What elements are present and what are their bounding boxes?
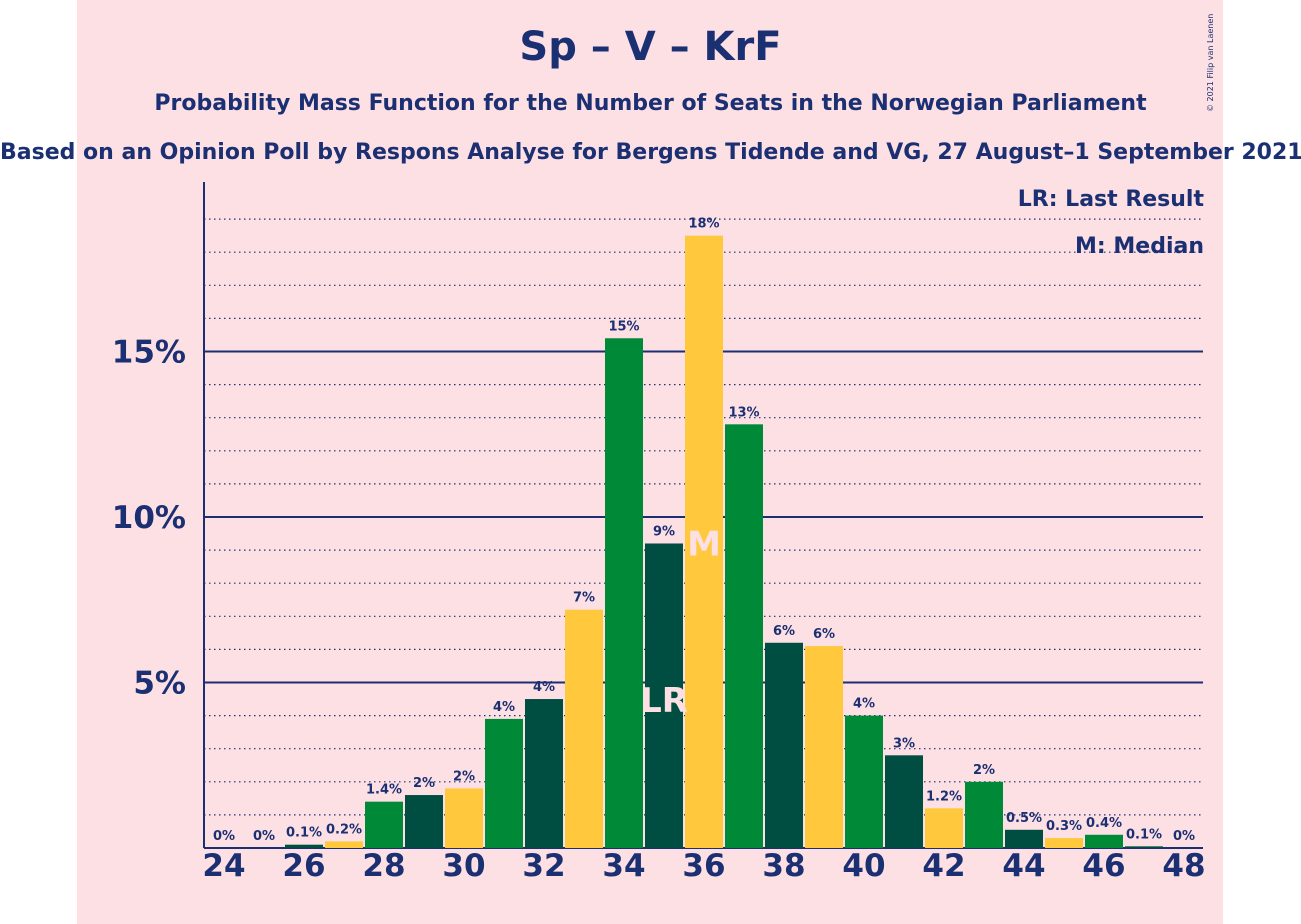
x-tick-label: 44	[1002, 848, 1045, 884]
x-tick-label: 46	[1082, 848, 1125, 884]
legend-median: M: Median	[1075, 234, 1204, 259]
chart-title: Sp – V – KrF	[519, 24, 782, 70]
bar-seats-29	[405, 795, 443, 848]
bar-seats-35	[645, 543, 683, 848]
bar-data-label: 0%	[213, 829, 235, 844]
y-tick-label: 10%	[112, 500, 186, 536]
bar-seats-43	[965, 781, 1003, 848]
bar-seats-39	[805, 646, 843, 848]
legend-last-result: LR: Last Result	[1017, 187, 1204, 212]
bar-data-label: 0%	[253, 829, 275, 844]
bar-data-label: 0.1%	[1126, 827, 1162, 842]
x-tick-label: 48	[1162, 848, 1205, 884]
bar-data-label: 6%	[813, 627, 835, 642]
bar-seats-47	[1125, 846, 1163, 848]
bar-data-label: 2%	[453, 769, 475, 784]
bar-seats-41	[885, 755, 923, 848]
bar-seats-45	[1045, 838, 1083, 848]
x-tick-label: 36	[682, 848, 725, 884]
bar-data-label: 0.3%	[1046, 819, 1082, 834]
bar-data-label: 4%	[853, 697, 875, 712]
bar-seats-32	[525, 699, 563, 848]
x-tick-label: 28	[362, 848, 405, 884]
bar-data-label: 9%	[653, 524, 675, 539]
bar-seats-33	[565, 609, 603, 848]
x-tick-label: 38	[762, 848, 805, 884]
bar-data-label: 0.1%	[286, 826, 322, 841]
bar-seats-37	[725, 424, 763, 848]
bar-seats-31	[485, 718, 523, 848]
chart-subtitle: Probability Mass Function for the Number…	[154, 91, 1147, 116]
bar-seats-46	[1085, 834, 1123, 848]
bar-seats-26	[285, 844, 323, 848]
bar-data-label: 0.5%	[1006, 811, 1042, 826]
bar-seats-44	[1005, 829, 1043, 848]
bar-data-label: 6%	[773, 624, 795, 639]
bar-seats-38	[765, 642, 803, 848]
bar-data-label: 13%	[728, 405, 759, 420]
x-tick-label: 30	[442, 848, 485, 884]
x-tick-label: 42	[922, 848, 965, 884]
bar-seats-40	[845, 715, 883, 848]
bar-data-label: 3%	[893, 736, 915, 751]
bar-seats-34	[605, 338, 643, 848]
x-tick-label: 24	[202, 848, 245, 884]
median-marker: M	[687, 525, 721, 565]
chart-caption: Based on an Opinion Poll by Respons Anal…	[0, 140, 1301, 165]
bar-seats-42	[925, 808, 963, 848]
bar-data-label: 1.4%	[366, 783, 402, 798]
bar-data-label: 7%	[573, 591, 595, 606]
x-tick-label: 40	[842, 848, 885, 884]
bar-data-label: 15%	[608, 319, 639, 334]
last-result-marker: LR	[640, 681, 688, 721]
bar-data-label: 1.2%	[926, 789, 962, 804]
bar-data-label: 0.4%	[1086, 816, 1122, 831]
bar-seats-28	[365, 801, 403, 848]
bar-data-label: 4%	[533, 680, 555, 695]
x-tick-label: 32	[522, 848, 565, 884]
bar-data-label: 4%	[493, 700, 515, 715]
bar-data-label: 0.2%	[326, 822, 362, 837]
y-tick-label: 15%	[112, 335, 186, 371]
bar-data-label: 0%	[1173, 829, 1195, 844]
bar-data-label: 18%	[688, 217, 719, 232]
x-tick-label: 34	[602, 848, 645, 884]
bar-seats-27	[325, 841, 363, 848]
bar-seats-36	[685, 235, 723, 848]
bar-data-label: 2%	[973, 763, 995, 778]
y-tick-label: 5%	[133, 666, 186, 702]
x-tick-label: 26	[282, 848, 325, 884]
bar-data-label: 2%	[413, 776, 435, 791]
bar-seats-30	[445, 788, 483, 848]
